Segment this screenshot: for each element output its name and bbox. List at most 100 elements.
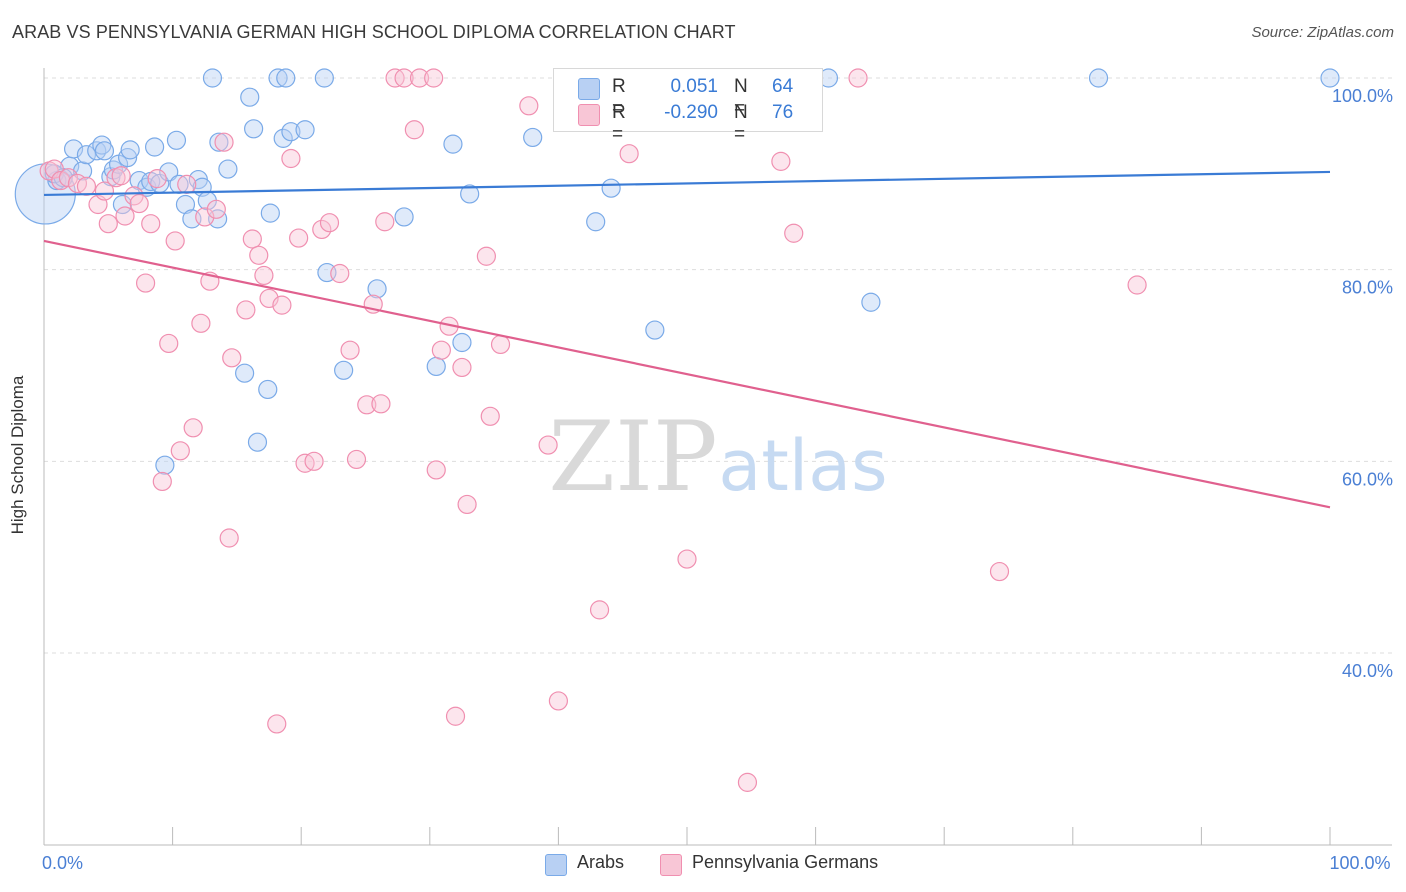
arabs-point — [295, 120, 315, 140]
arabs-point — [202, 68, 223, 88]
pennsylvania-germans-point — [183, 418, 203, 438]
arabs-point — [117, 147, 138, 168]
pennsylvania-germans-point — [177, 174, 197, 194]
arabs-point — [1088, 68, 1109, 88]
legend-n-value-arabs: 64 — [772, 76, 794, 97]
pennsylvania-germans-point — [289, 228, 309, 248]
pennsylvania-germans-point — [445, 706, 466, 726]
pennsylvania-germans-point — [135, 273, 156, 293]
arabs-point — [244, 119, 264, 139]
arabs-point — [460, 184, 480, 204]
arabs-point — [394, 207, 414, 227]
legend-swatch-pennsylvania-germans — [578, 104, 600, 126]
pennsylvania-germans-point — [357, 395, 377, 415]
arabs-point — [247, 432, 268, 452]
arabs-point — [175, 194, 196, 215]
arabs-point — [586, 212, 606, 232]
pennsylvania-germans-point — [548, 691, 569, 711]
pennsylvania-germans-point — [340, 340, 360, 360]
arabs-point — [276, 68, 296, 88]
pennsylvania-germans-point — [51, 170, 71, 191]
points-layer — [14, 68, 1340, 792]
pennsylvania-germans-point — [476, 246, 496, 266]
arabs-trend-line — [43, 170, 1331, 197]
legend-r-value-arabs: 0.051 — [670, 76, 718, 97]
stats-legend: R = 0.051 N = 64 R = -0.290 N = 76 — [553, 68, 823, 145]
pennsylvania-germans-point — [346, 449, 367, 470]
pennsylvania-germans-point — [129, 193, 149, 214]
arabs-point — [281, 122, 301, 142]
arabs-point — [260, 203, 280, 223]
pennsylvania-germans-point — [538, 435, 558, 455]
arabs-point — [166, 130, 187, 150]
pennsylvania-germans-point — [141, 214, 161, 234]
watermark-zip: ZIP — [548, 401, 717, 513]
pennsylvania-germans-point — [519, 96, 539, 116]
arabs-point — [144, 137, 165, 157]
pennsylvania-germans-point — [115, 206, 135, 226]
arabs-point — [235, 363, 255, 383]
source-label: Source: ZipAtlas.com — [1251, 24, 1394, 41]
arabs-point — [103, 160, 124, 180]
pennsylvania-germans-point — [490, 334, 511, 355]
watermark-atlas: atlas — [718, 425, 887, 507]
bottom-legend-label-pennsylvania-germans: Pennsylvania Germans — [692, 852, 879, 872]
pennsylvania-germans-point — [480, 406, 500, 426]
arabs-point — [426, 356, 446, 377]
axes-layer — [43, 68, 1392, 846]
arabs-point — [120, 140, 140, 160]
arabs-point — [523, 127, 543, 148]
y-tick-label: 60.0% — [1342, 469, 1393, 489]
pennsylvania-germans-point — [267, 714, 287, 734]
pennsylvania-germans-point — [375, 212, 395, 232]
arabs-point — [367, 279, 387, 299]
tick-label-layer: 100.0% 80.0% 60.0% 40.0% 0.0% 100.0% — [42, 86, 1393, 873]
pennsylvania-germans-point — [191, 313, 211, 333]
pennsylvania-germans-point — [371, 394, 391, 414]
pennsylvania-germans-point — [170, 441, 190, 461]
legend-r-value-pennsylvania-germans: -0.290 — [664, 102, 718, 123]
arabs-point — [861, 292, 881, 312]
pennsylvania-germans-point — [94, 181, 115, 201]
pennsylvania-germans-point — [165, 231, 185, 251]
legend-swatch-arabs — [578, 78, 600, 100]
pennsylvania-germans-point — [219, 528, 239, 548]
pennsylvania-germans-point — [272, 295, 292, 315]
pennsylvania-germans-point — [457, 494, 477, 515]
arabs-point — [645, 320, 665, 340]
pennsylvania-germans-point — [409, 68, 430, 88]
x-tick-label: 100.0% — [1329, 853, 1390, 873]
arabs-point — [94, 141, 115, 161]
pennsylvania-germans-point — [195, 207, 215, 227]
arabs-point — [273, 128, 293, 148]
pennsylvania-germans-point — [159, 333, 179, 354]
pennsylvania-germans-point — [589, 600, 610, 620]
arabs-point — [443, 134, 463, 154]
arabs-point — [209, 132, 229, 152]
pennsylvania-germans-point — [452, 357, 472, 378]
pennsylvania-germans-point — [848, 68, 868, 88]
watermark: ZIP atlas — [548, 401, 887, 513]
pennsylvania-germans-point — [771, 151, 791, 171]
arabs-point — [240, 87, 260, 107]
pennsylvania-germans-point — [1127, 275, 1147, 295]
y-tick-label: 100.0% — [1332, 86, 1393, 106]
bottom-legend-label-arabs: Arabs — [577, 852, 625, 872]
arabs-point — [1320, 68, 1340, 88]
pennsylvania-germans-point — [98, 214, 118, 234]
pennsylvania-germans-point — [424, 68, 444, 88]
pennsylvania-germans-point — [281, 148, 301, 169]
bottom-legend-swatch-arabs — [545, 854, 567, 876]
pennsylvania-germans-point — [152, 471, 172, 492]
pennsylvania-germans-trend-line — [43, 239, 1331, 509]
y-tick-label: 80.0% — [1342, 278, 1393, 298]
pennsylvania-germans-point — [147, 169, 167, 189]
pennsylvania-germans-point — [737, 772, 758, 792]
pennsylvania-germans-point — [76, 176, 97, 196]
legend-n-value-pennsylvania-germans: 76 — [772, 102, 794, 123]
chart-title: ARAB VS PENNSYLVANIA GERMAN HIGH SCHOOL … — [12, 22, 736, 42]
arabs-point — [314, 68, 334, 88]
arabs-point — [258, 379, 278, 400]
arabs-point — [76, 145, 97, 165]
